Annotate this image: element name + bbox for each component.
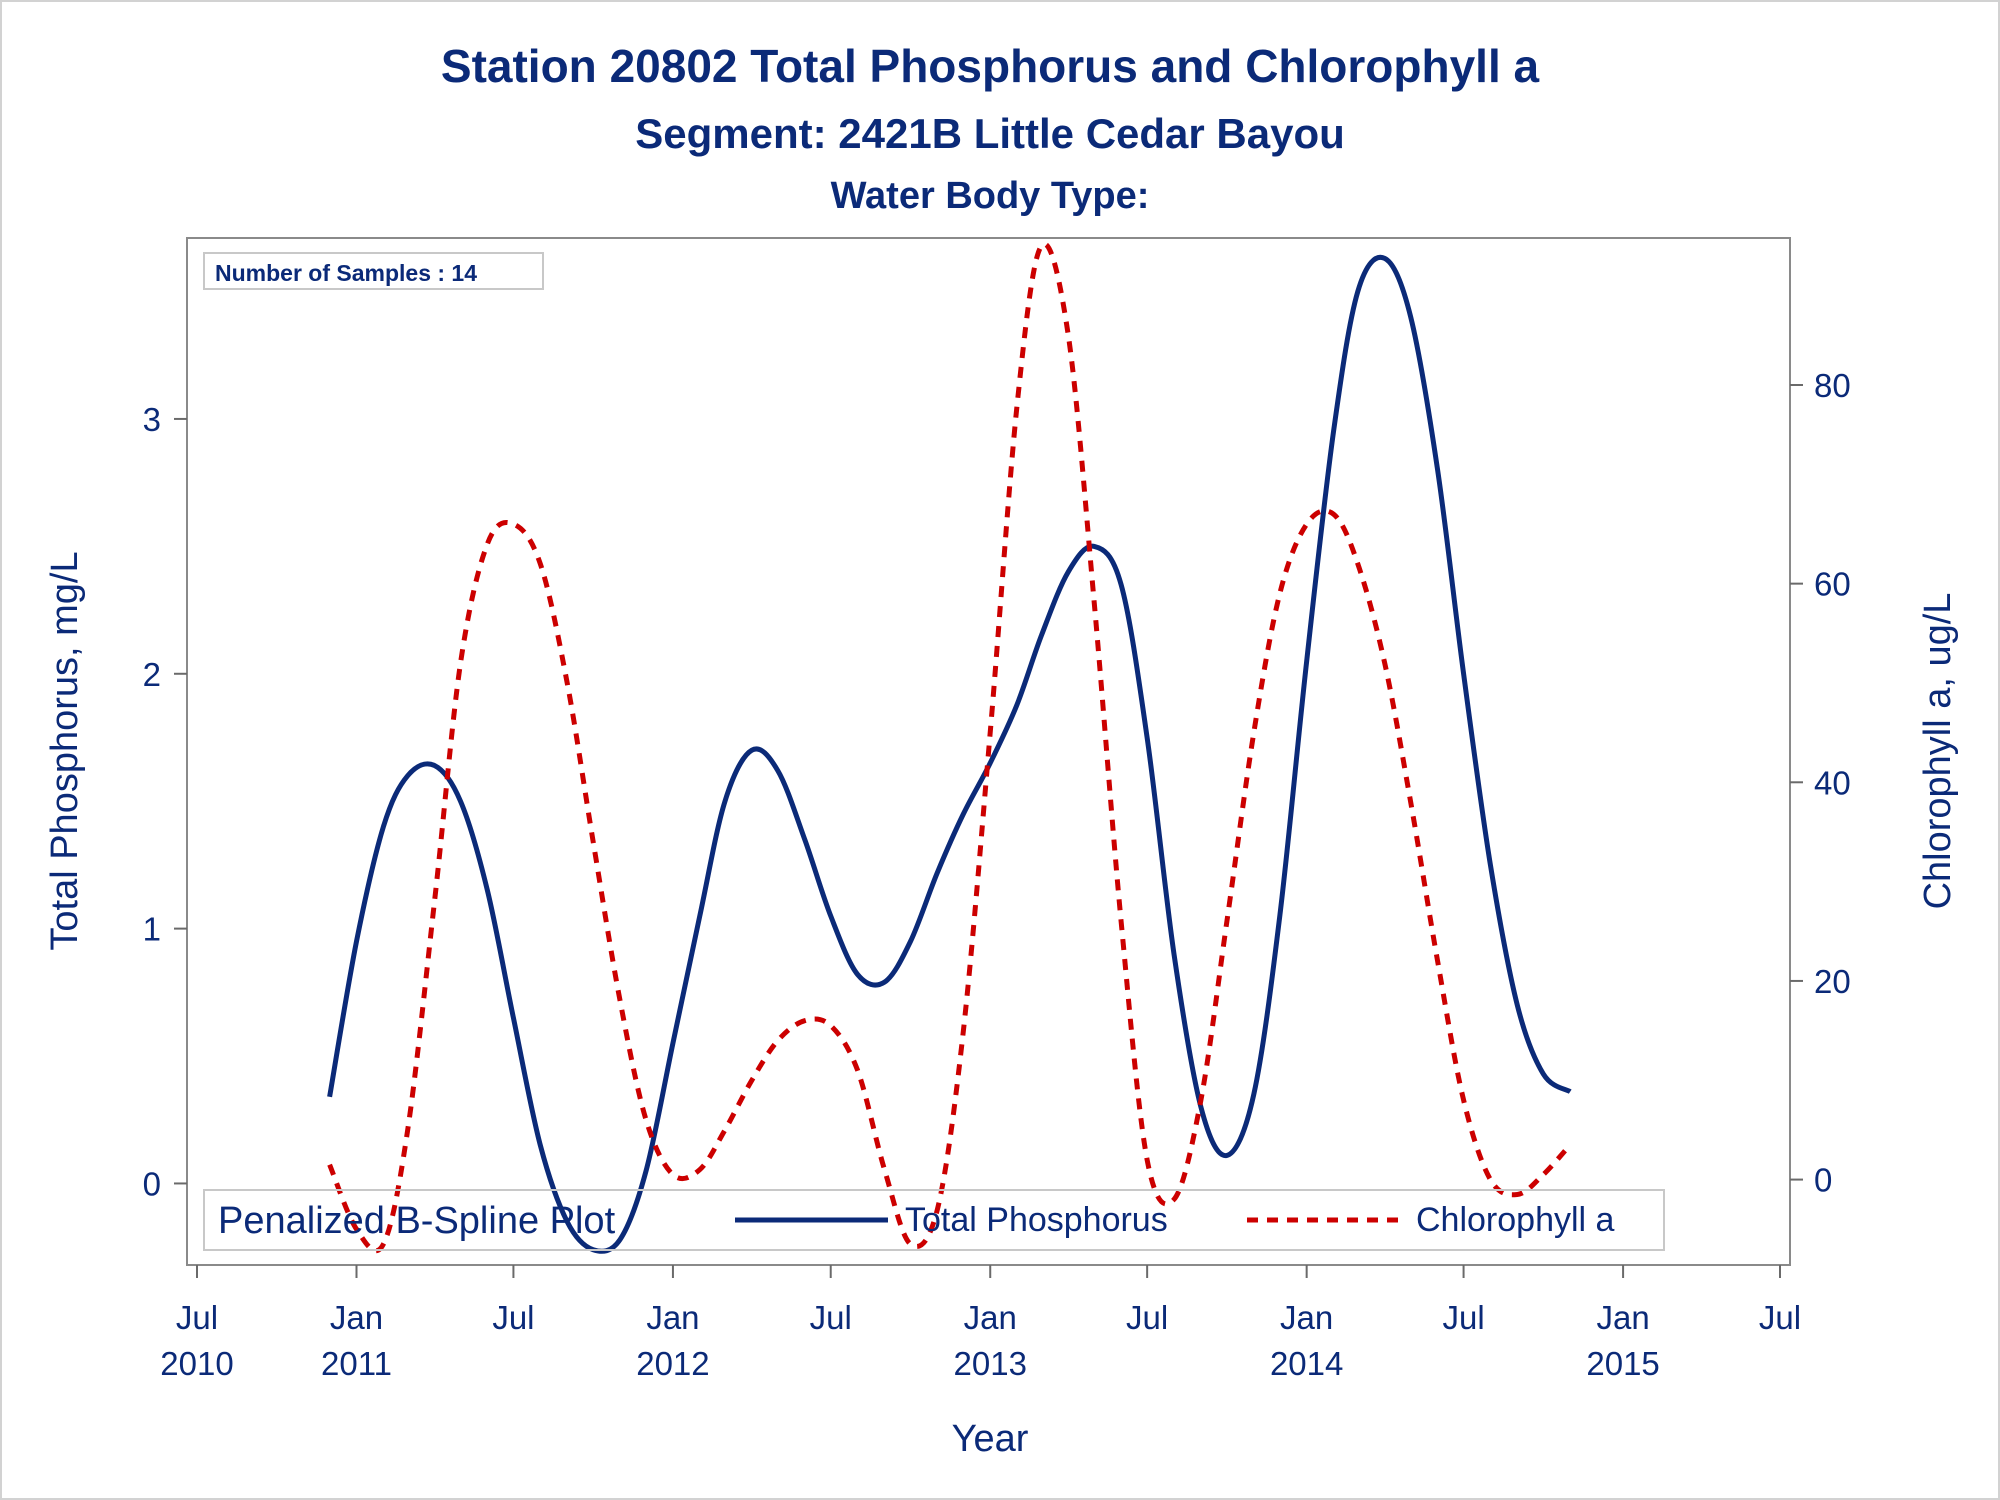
y-axis-title-left: Total Phosphorus, mg/L	[44, 551, 86, 950]
series-line-total-phosphorus	[327, 254, 1572, 1254]
x-axis-title: Year	[952, 1418, 1029, 1460]
x-tick-label-month: Jan	[646, 1299, 699, 1336]
x-tick-label-year: 2015	[1586, 1345, 1659, 1382]
x-tick-label-month: Jan	[1596, 1299, 1649, 1336]
y2-tick-label: 80	[1814, 367, 1851, 404]
y-axis-left: 0 1 2 3	[143, 401, 187, 1202]
y-tick-label: 1	[143, 911, 161, 948]
x-tick-label-month: Jan	[964, 1299, 1017, 1336]
y-tick-label: 2	[143, 656, 161, 693]
series-line-chlorophyll-a	[327, 241, 1573, 1254]
legend-title: Penalized B-Spline Plot	[218, 1200, 616, 1242]
legend-frame	[203, 1189, 1665, 1251]
sample-count-frame	[203, 252, 544, 290]
y2-tick-label: 0	[1814, 1162, 1832, 1199]
x-tick-label-month: Jul	[810, 1299, 852, 1336]
chart-title: Station 20802 Total Phosphorus and Chlor…	[441, 40, 1540, 92]
series-layer	[327, 241, 1573, 1254]
x-axis: Jul 2010 Jan 2011 Jul Jan 2012 Jul Jan 2013 Jul Jan…	[160, 1265, 1801, 1382]
sample-count-label: Number of Samples : 14	[215, 260, 477, 286]
x-tick-label-month: Jul	[492, 1299, 534, 1336]
y2-tick-label: 60	[1814, 566, 1851, 603]
x-tick-label-month: Jul	[1442, 1299, 1484, 1336]
x-tick-label-month: Jan	[1280, 1299, 1333, 1336]
y-tick-label: 0	[143, 1165, 161, 1202]
y-tick-label: 3	[143, 401, 161, 438]
x-tick-label-year: 2011	[321, 1345, 392, 1382]
chart-subtitle: Segment: 2421B Little Cedar Bayou	[635, 110, 1345, 157]
x-tick-label-month: Jul	[1759, 1299, 1801, 1336]
sample-count-box: Number of Samples : 14	[203, 252, 544, 290]
x-tick-label-month: Jul	[1126, 1299, 1168, 1336]
y-axis-title-right: Chlorophyll a, ug/L	[1917, 593, 1959, 910]
y-axis-right: 0 20 40 60 80	[1790, 367, 1851, 1199]
chart-subtitle-2: Water Body Type:	[831, 175, 1150, 217]
legend-label-total-phosphorus: Total Phosphorus	[905, 1201, 1168, 1239]
legend-label-chlorophyll-a: Chlorophyll a	[1416, 1201, 1615, 1239]
x-tick-label-month: Jan	[330, 1299, 383, 1336]
plot-area-frame	[186, 237, 1791, 1266]
y2-tick-label: 20	[1814, 963, 1851, 1000]
x-tick-label-year: 2010	[160, 1345, 233, 1382]
x-tick-label-year: 2014	[1270, 1345, 1343, 1382]
y2-tick-label: 40	[1814, 764, 1851, 801]
x-tick-label-month: Jul	[176, 1299, 218, 1336]
x-tick-label-year: 2013	[954, 1345, 1027, 1382]
x-tick-label-year: 2012	[636, 1345, 709, 1382]
legend: Penalized B-Spline Plot Total Phosphorus…	[203, 1189, 1665, 1251]
